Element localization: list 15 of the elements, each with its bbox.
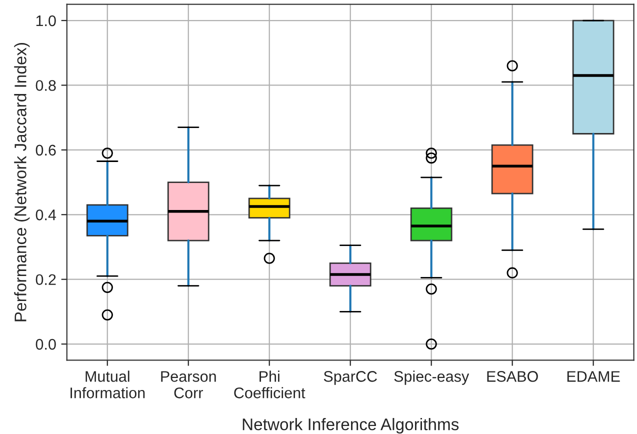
y-tick-label: 0.8 bbox=[36, 80, 56, 91]
y-tick-label: 0.4 bbox=[36, 210, 56, 220]
x-tick-label: EDAME bbox=[567, 371, 620, 382]
x-tick-label: Phi Coefficient bbox=[234, 370, 306, 398]
y-axis-title: Performance (Network Jaccard Index) bbox=[14, 42, 30, 322]
x-axis-title: Network Inference Algorithms bbox=[242, 418, 459, 434]
x-tick-label: SparCC bbox=[324, 371, 377, 385]
y-tick-label: 0.6 bbox=[36, 144, 56, 156]
x-tick-label: Spiec-easy bbox=[394, 370, 470, 385]
x-tick-label: Pearson Corr bbox=[161, 371, 216, 398]
y-tick-label: 0.2 bbox=[36, 274, 56, 286]
y-tick-label: 1.0 bbox=[36, 15, 56, 26]
y-tick-label: 0.0 bbox=[36, 338, 56, 350]
x-tick-label: ESABO bbox=[487, 371, 538, 382]
x-tick-label: Mutual Information bbox=[70, 370, 145, 398]
